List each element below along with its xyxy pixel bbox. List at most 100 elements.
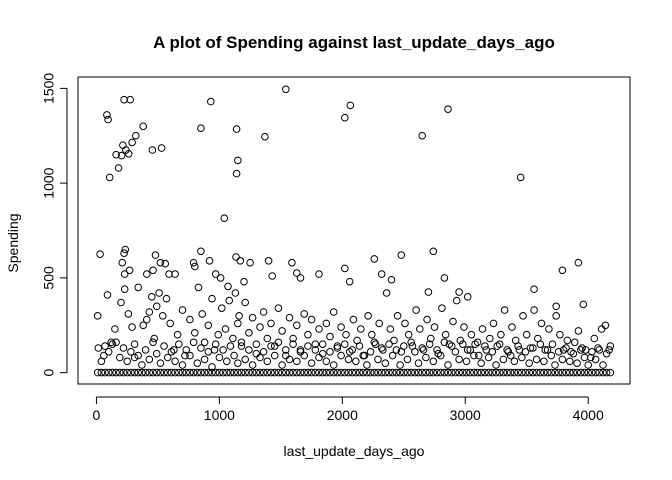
data-point: [234, 156, 242, 165]
x-tick-label: 2000: [327, 407, 358, 423]
data-point: [125, 266, 134, 275]
data-point: [232, 253, 240, 261]
data-point: [130, 340, 139, 349]
data-point: [138, 361, 146, 369]
data-point: [436, 351, 445, 360]
data-point: [285, 313, 294, 322]
data-point: [193, 368, 202, 377]
data-point: [204, 321, 213, 330]
data-point: [256, 323, 264, 331]
data-point: [145, 355, 154, 364]
data-point: [293, 269, 301, 277]
data-point: [349, 315, 358, 324]
data-point: [341, 340, 349, 349]
data-point: [605, 346, 613, 354]
data-point: [204, 348, 213, 356]
data-point: [463, 293, 472, 301]
data-point: [429, 368, 438, 377]
data-point: [207, 97, 215, 106]
data-point: [558, 355, 567, 364]
data-point: [189, 368, 198, 377]
data-point: [540, 357, 548, 366]
data-point: [536, 340, 545, 349]
data-point: [558, 368, 567, 377]
data-point: [97, 357, 106, 366]
data-point: [160, 342, 168, 350]
data-point: [537, 319, 546, 328]
data-point: [559, 346, 568, 354]
data-point: [256, 368, 264, 377]
data-point: [510, 357, 519, 366]
data-point: [521, 368, 530, 377]
data-point: [181, 351, 189, 360]
data-point: [489, 319, 498, 328]
data-point: [263, 368, 272, 377]
data-point: [541, 346, 550, 354]
data-point: [333, 342, 342, 350]
data-point: [348, 346, 357, 354]
data-point: [590, 334, 599, 343]
data-point: [189, 258, 198, 267]
data-point: [259, 368, 268, 377]
data-point: [579, 300, 588, 309]
data-point: [440, 368, 449, 377]
data-point: [599, 361, 607, 369]
data-point: [519, 312, 527, 320]
data-point: [160, 368, 168, 377]
data-point: [93, 368, 102, 377]
data-point: [166, 319, 174, 328]
data-point: [554, 348, 563, 356]
data-point: [374, 355, 382, 364]
data-point: [495, 340, 504, 349]
x-axis: 0 1000 2000 3000 4000: [93, 396, 604, 423]
data-point: [363, 361, 371, 369]
data-point: [248, 361, 257, 369]
data-point: [455, 355, 463, 364]
data-point: [467, 330, 476, 339]
data-point: [381, 359, 390, 368]
data-point: [138, 368, 146, 377]
data-point: [220, 214, 229, 222]
data-point: [322, 357, 331, 366]
data-point: [148, 146, 157, 154]
data-point: [126, 95, 134, 104]
data-point: [548, 340, 557, 349]
data-point: [285, 368, 294, 377]
data-point: [278, 361, 286, 369]
data-point: [526, 344, 535, 352]
data-point: [124, 150, 133, 158]
data-point: [515, 346, 524, 354]
data-point: [510, 368, 519, 377]
data-point: [341, 113, 349, 122]
data-point: [595, 346, 604, 354]
data-point: [346, 101, 355, 110]
data-point: [522, 330, 531, 339]
data-point: [127, 348, 135, 356]
data-point: [198, 310, 206, 318]
data-point: [414, 359, 423, 368]
data-point: [385, 368, 393, 377]
data-point: [197, 247, 205, 256]
data-point: [606, 342, 615, 350]
data-point: [499, 355, 508, 364]
data-point: [503, 346, 511, 354]
data-point: [451, 348, 460, 356]
data-point: [418, 131, 427, 140]
data-point: [418, 368, 427, 377]
data-point: [366, 348, 375, 356]
data-point: [226, 342, 235, 350]
data-point: [377, 368, 386, 377]
x-axis-label: last_update_days_ago: [284, 443, 425, 459]
data-point: [518, 368, 526, 377]
data-point: [143, 270, 151, 278]
data-point: [342, 330, 350, 339]
data-point: [97, 368, 106, 377]
data-point: [93, 312, 102, 320]
data-point: [189, 338, 198, 347]
data-point: [318, 349, 327, 358]
data-point: [392, 368, 401, 377]
data-point: [252, 349, 261, 358]
data-point: [551, 368, 559, 377]
data-point: [134, 283, 142, 292]
data-point: [167, 348, 176, 356]
